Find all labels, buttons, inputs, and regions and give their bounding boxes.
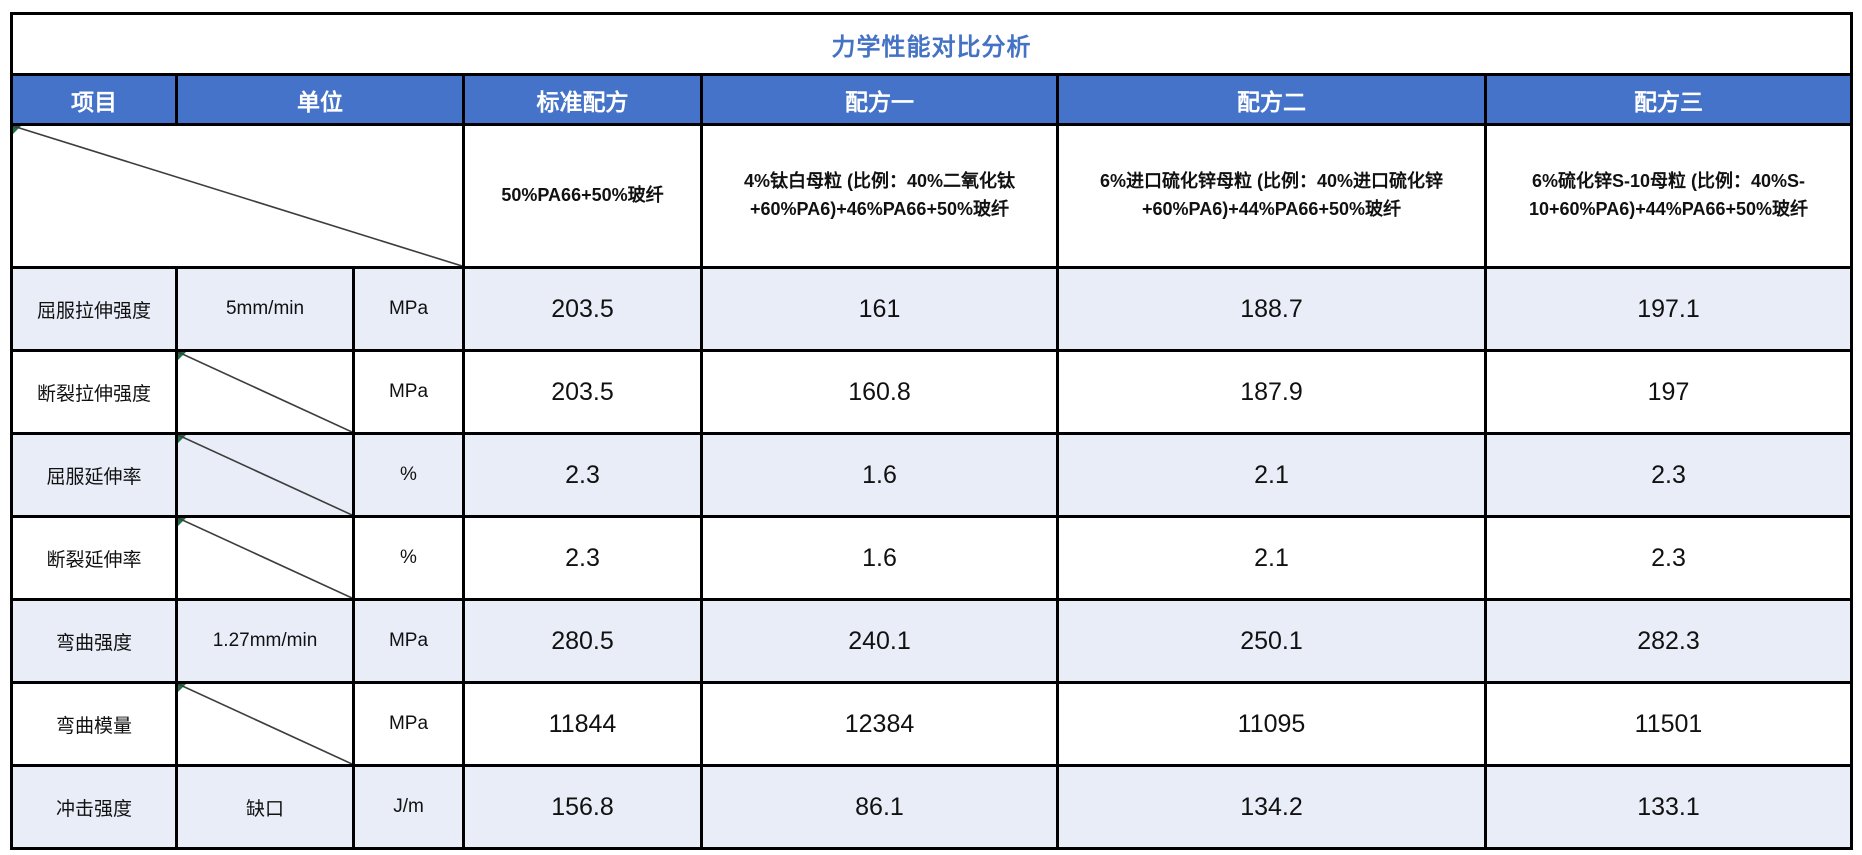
- value-cell[interactable]: 240.1: [700, 598, 1059, 684]
- value-cell[interactable]: 134.2: [1056, 764, 1487, 850]
- row-condition-cell-diagonal[interactable]: [175, 349, 355, 435]
- error-indicator-icon: [179, 519, 186, 526]
- row-unit-cell[interactable]: %: [352, 432, 465, 518]
- row-unit-cell[interactable]: MPa: [352, 266, 465, 352]
- value-cell[interactable]: 12384: [700, 681, 1059, 767]
- spreadsheet-area: 力学性能对比分析 项目 单位 标准配方 配方一 配方二 配方三 50%PA66+…: [10, 12, 1853, 850]
- row-condition-cell-diagonal[interactable]: [175, 432, 355, 518]
- value-cell[interactable]: 2.3: [462, 515, 703, 601]
- table-row-flexural-modulus: 弯曲模量 MPa 11844 12384 11095 11501: [10, 681, 1853, 767]
- diagonal-blank-cell[interactable]: [10, 123, 465, 269]
- row-item-label[interactable]: 屈服拉伸强度: [10, 266, 178, 352]
- row-item-label[interactable]: 弯曲模量: [10, 681, 178, 767]
- title-row: 力学性能对比分析: [10, 12, 1853, 76]
- value-cell[interactable]: 187.9: [1056, 349, 1487, 435]
- header-cell-formula-2[interactable]: 配方二: [1056, 73, 1487, 126]
- header-cell-formula-1[interactable]: 配方一: [700, 73, 1059, 126]
- comparison-table: 力学性能对比分析 项目 单位 标准配方 配方一 配方二 配方三 50%PA66+…: [10, 12, 1853, 850]
- table-row-yield-elongation: 屈服延伸率 % 2.3 1.6 2.1 2.3: [10, 432, 1853, 518]
- header-cell-standard-formula[interactable]: 标准配方: [462, 73, 703, 126]
- value-cell[interactable]: 161: [700, 266, 1059, 352]
- diagonal-line-icon: [13, 126, 462, 266]
- value-cell[interactable]: 188.7: [1056, 266, 1487, 352]
- formulation-2[interactable]: 6%进口硫化锌母粒 (比例：40%进口硫化锌+60%PA6)+44%PA66+5…: [1056, 123, 1487, 269]
- value-cell[interactable]: 282.3: [1484, 598, 1853, 684]
- header-row: 项目 单位 标准配方 配方一 配方二 配方三: [10, 73, 1853, 126]
- header-cell-unit[interactable]: 单位: [175, 73, 465, 126]
- diagonal-line-icon: [178, 684, 352, 764]
- row-condition-cell[interactable]: 1.27mm/min: [175, 598, 355, 684]
- value-cell[interactable]: 2.1: [1056, 432, 1487, 518]
- table-row-yield-tensile-strength: 屈服拉伸强度 5mm/min MPa 203.5 161 188.7 197.1: [10, 266, 1853, 352]
- error-indicator-icon: [179, 685, 186, 692]
- formulation-3[interactable]: 6%硫化锌S-10母粒 (比例：40%S-10+60%PA6)+44%PA66+…: [1484, 123, 1853, 269]
- row-unit-cell[interactable]: %: [352, 515, 465, 601]
- header-cell-formula-3[interactable]: 配方三: [1484, 73, 1853, 126]
- row-unit-cell[interactable]: MPa: [352, 349, 465, 435]
- diagonal-line-icon: [178, 435, 352, 515]
- row-condition-cell-diagonal[interactable]: [175, 681, 355, 767]
- value-cell[interactable]: 11095: [1056, 681, 1487, 767]
- header-cell-item[interactable]: 项目: [10, 73, 178, 126]
- row-item-label[interactable]: 断裂延伸率: [10, 515, 178, 601]
- value-cell[interactable]: 2.1: [1056, 515, 1487, 601]
- value-cell[interactable]: 2.3: [1484, 432, 1853, 518]
- row-item-label[interactable]: 屈服延伸率: [10, 432, 178, 518]
- row-unit-cell[interactable]: MPa: [352, 598, 465, 684]
- value-cell[interactable]: 86.1: [700, 764, 1059, 850]
- value-cell[interactable]: 11501: [1484, 681, 1853, 767]
- table-row-impact-strength: 冲击强度 缺口 J/m 156.8 86.1 134.2 133.1: [10, 764, 1853, 850]
- value-cell[interactable]: 160.8: [700, 349, 1059, 435]
- value-cell[interactable]: 197.1: [1484, 266, 1853, 352]
- table-row-flexural-strength: 弯曲强度 1.27mm/min MPa 280.5 240.1 250.1 28…: [10, 598, 1853, 684]
- value-cell[interactable]: 1.6: [700, 515, 1059, 601]
- diagonal-line-icon: [178, 352, 352, 432]
- value-cell[interactable]: 203.5: [462, 349, 703, 435]
- value-cell[interactable]: 280.5: [462, 598, 703, 684]
- formulation-standard[interactable]: 50%PA66+50%玻纤: [462, 123, 703, 269]
- row-condition-cell[interactable]: 5mm/min: [175, 266, 355, 352]
- error-indicator-icon: [179, 436, 186, 443]
- value-cell[interactable]: 2.3: [462, 432, 703, 518]
- row-item-label[interactable]: 冲击强度: [10, 764, 178, 850]
- value-cell[interactable]: 1.6: [700, 432, 1059, 518]
- error-indicator-icon: [14, 127, 21, 134]
- value-cell[interactable]: 2.3: [1484, 515, 1853, 601]
- diagonal-line-icon: [178, 518, 352, 598]
- value-cell[interactable]: 197: [1484, 349, 1853, 435]
- value-cell[interactable]: 11844: [462, 681, 703, 767]
- formulation-1[interactable]: 4%钛白母粒 (比例：40%二氧化钛+60%PA6)+46%PA66+50%玻纤: [700, 123, 1059, 269]
- formulation-row: 50%PA66+50%玻纤 4%钛白母粒 (比例：40%二氧化钛+60%PA6)…: [10, 123, 1853, 269]
- page-title: 力学性能对比分析: [10, 12, 1853, 76]
- value-cell[interactable]: 133.1: [1484, 764, 1853, 850]
- row-unit-cell[interactable]: MPa: [352, 681, 465, 767]
- value-cell[interactable]: 156.8: [462, 764, 703, 850]
- row-item-label[interactable]: 弯曲强度: [10, 598, 178, 684]
- table-row-break-tensile-strength: 断裂拉伸强度 MPa 203.5 160.8 187.9 197: [10, 349, 1853, 435]
- row-item-label[interactable]: 断裂拉伸强度: [10, 349, 178, 435]
- value-cell[interactable]: 250.1: [1056, 598, 1487, 684]
- error-indicator-icon: [179, 353, 186, 360]
- row-condition-cell[interactable]: 缺口: [175, 764, 355, 850]
- value-cell[interactable]: 203.5: [462, 266, 703, 352]
- table-row-break-elongation: 断裂延伸率 % 2.3 1.6 2.1 2.3: [10, 515, 1853, 601]
- row-unit-cell[interactable]: J/m: [352, 764, 465, 850]
- row-condition-cell-diagonal[interactable]: [175, 515, 355, 601]
